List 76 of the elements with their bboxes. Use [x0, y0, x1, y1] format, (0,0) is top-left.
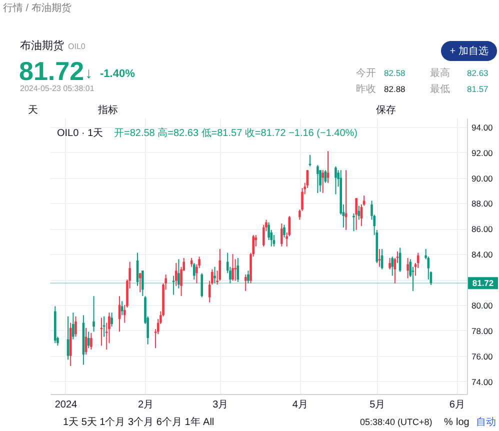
text: + 加自选	[450, 45, 488, 57]
text: 行情 / 布油期货	[3, 2, 72, 14]
candlestick	[280, 223, 283, 247]
text: 05:38:40 (UTC+8)	[360, 417, 432, 427]
text: 保存	[376, 104, 396, 116]
candlestick	[90, 332, 92, 350]
candlestick	[406, 257, 409, 279]
candlestick	[355, 198, 358, 230]
candlestick	[232, 254, 234, 282]
x-tick-label: 2024	[54, 400, 78, 410]
candlestick	[200, 272, 204, 298]
text: 天	[28, 105, 38, 116]
candlestick	[193, 262, 196, 280]
y-tick-label: 78.00	[472, 326, 494, 336]
candlestick	[262, 224, 265, 247]
candlestick	[316, 164, 319, 194]
y-tick-label: 74.00	[472, 376, 494, 387]
y-tick-label: 94.00	[472, 122, 494, 132]
text: 最低	[430, 84, 450, 95]
candlestick	[388, 257, 391, 270]
text: %	[444, 417, 453, 428]
text: ↓	[85, 65, 92, 82]
text: 自动	[476, 416, 496, 428]
candlestick	[72, 312, 74, 340]
candlestick	[247, 270, 250, 284]
y-tick-label: 86.00	[472, 224, 494, 234]
candlestick	[214, 266, 216, 284]
candlestick	[326, 150, 330, 184]
text: 82.88	[384, 84, 406, 94]
y-tick-label: 80.00	[472, 300, 494, 310]
x-tick-label: 6月	[449, 400, 465, 410]
x-tick-label: 3月	[212, 400, 228, 410]
candlestick	[138, 272, 142, 293]
x-tick-label: 2月	[138, 400, 154, 410]
text: log	[456, 417, 470, 428]
ref-line-label: 81.72	[472, 278, 494, 288]
annotation: 开=82.58 高=82.63 低=81.57 收=81.72 −1.16 (−1.40%)	[114, 127, 358, 139]
candlestick	[110, 312, 113, 328]
text: 今开	[356, 67, 376, 79]
y-tick-label: 88.00	[472, 198, 494, 209]
candlestick	[322, 170, 324, 194]
y-tick-label: 76.00	[472, 351, 494, 362]
text: 81.72	[19, 56, 84, 86]
y-tick-label: 92.00	[472, 148, 494, 158]
candlestick	[218, 248, 222, 282]
candlestick	[301, 187, 304, 212]
candlestick	[174, 262, 178, 286]
candlestick	[142, 270, 144, 297]
y-tick-label: 84.00	[472, 250, 494, 260]
chart-subtitle: OIL0	[68, 42, 86, 51]
candlestick	[298, 209, 301, 220]
text: 82.58	[384, 68, 406, 78]
text: 82.63	[467, 68, 489, 78]
candlestick	[391, 256, 394, 276]
annotation: OIL0 · 1天	[57, 128, 104, 139]
candlestick	[74, 316, 77, 338]
text: 指标	[97, 104, 118, 116]
candlestick	[92, 296, 95, 332]
candlestick	[120, 300, 124, 316]
text: 昨收	[356, 83, 376, 95]
x-tick-label: 4月	[292, 400, 308, 410]
candlestick	[358, 205, 360, 220]
candlestick	[334, 166, 337, 195]
candlestick	[178, 258, 180, 289]
text: 81.57	[467, 84, 489, 94]
text: 最高	[430, 67, 450, 79]
candlestick	[87, 331, 90, 349]
text: -1.40%	[100, 68, 136, 80]
x-tick-label: 5月	[370, 400, 386, 410]
y-tick-label: 90.00	[472, 173, 494, 184]
text: 2024-05-23 05:38:01	[20, 84, 95, 93]
text: 1天 5天 1个月 3个月 6个月 1年 All	[63, 416, 214, 428]
candlestick	[244, 274, 247, 292]
chart-title: 布油期货	[20, 39, 64, 52]
candlestick	[378, 248, 381, 268]
candlestick	[283, 224, 286, 238]
